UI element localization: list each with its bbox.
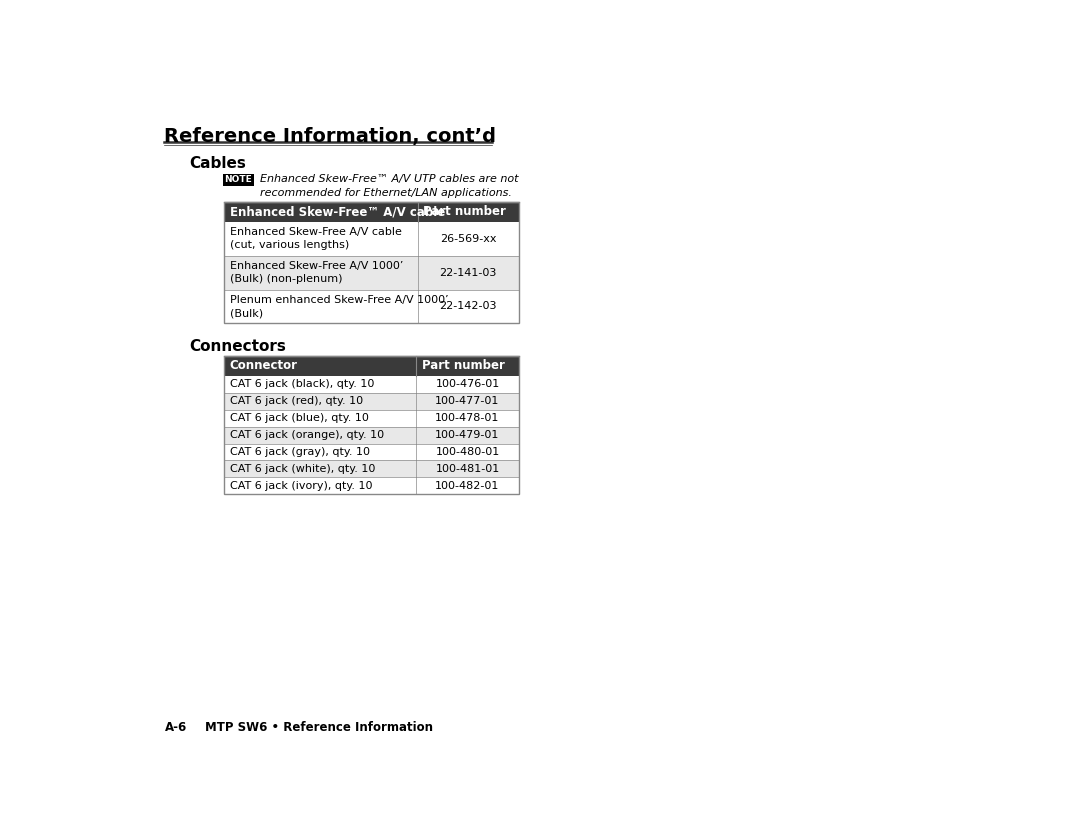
Text: CAT 6 jack (blue), qty. 10: CAT 6 jack (blue), qty. 10 — [230, 413, 368, 423]
Text: 100-482-01: 100-482-01 — [435, 481, 500, 491]
Text: Enhanced Skew-Free™ A/V UTP cables are not
recommended for Ethernet/LAN applicat: Enhanced Skew-Free™ A/V UTP cables are n… — [260, 174, 518, 198]
FancyBboxPatch shape — [225, 409, 518, 426]
Text: 100-477-01: 100-477-01 — [435, 396, 500, 406]
Text: 100-479-01: 100-479-01 — [435, 430, 500, 440]
Text: 22-142-03: 22-142-03 — [440, 301, 497, 311]
FancyBboxPatch shape — [225, 393, 518, 409]
Text: 100-480-01: 100-480-01 — [435, 447, 500, 457]
Text: A-6: A-6 — [164, 721, 187, 734]
FancyBboxPatch shape — [225, 477, 518, 495]
FancyBboxPatch shape — [225, 202, 518, 222]
FancyBboxPatch shape — [225, 444, 518, 460]
FancyBboxPatch shape — [225, 426, 518, 444]
Text: CAT 6 jack (orange), qty. 10: CAT 6 jack (orange), qty. 10 — [230, 430, 383, 440]
FancyBboxPatch shape — [225, 356, 518, 376]
FancyBboxPatch shape — [225, 460, 518, 477]
FancyBboxPatch shape — [225, 289, 518, 324]
Text: CAT 6 jack (gray), qty. 10: CAT 6 jack (gray), qty. 10 — [230, 447, 369, 457]
Text: Cables: Cables — [189, 155, 246, 170]
Text: CAT 6 jack (white), qty. 10: CAT 6 jack (white), qty. 10 — [230, 464, 375, 474]
Text: CAT 6 jack (black), qty. 10: CAT 6 jack (black), qty. 10 — [230, 379, 374, 389]
Text: Enhanced Skew-Free A/V 1000’
(Bulk) (non-plenum): Enhanced Skew-Free A/V 1000’ (Bulk) (non… — [230, 261, 403, 284]
Text: CAT 6 jack (red), qty. 10: CAT 6 jack (red), qty. 10 — [230, 396, 363, 406]
FancyBboxPatch shape — [225, 376, 518, 393]
Text: 100-478-01: 100-478-01 — [435, 413, 500, 423]
Text: 22-141-03: 22-141-03 — [440, 268, 497, 278]
Text: Enhanced Skew-Free™ A/V cable: Enhanced Skew-Free™ A/V cable — [230, 205, 445, 219]
Text: Part number: Part number — [423, 205, 507, 219]
Text: 26-569-xx: 26-569-xx — [440, 234, 497, 244]
Text: MTP SW6 • Reference Information: MTP SW6 • Reference Information — [205, 721, 433, 734]
Text: Part number: Part number — [422, 359, 504, 372]
Text: Plenum enhanced Skew-Free A/V 1000’
(Bulk): Plenum enhanced Skew-Free A/V 1000’ (Bul… — [230, 295, 448, 318]
Text: NOTE: NOTE — [225, 175, 252, 184]
Text: 100-481-01: 100-481-01 — [435, 464, 500, 474]
Text: Connector: Connector — [230, 359, 298, 372]
Text: Reference Information, cont’d: Reference Information, cont’d — [164, 127, 497, 146]
Text: CAT 6 jack (ivory), qty. 10: CAT 6 jack (ivory), qty. 10 — [230, 481, 372, 491]
Text: 100-476-01: 100-476-01 — [435, 379, 500, 389]
Text: Enhanced Skew-Free A/V cable
(cut, various lengths): Enhanced Skew-Free A/V cable (cut, vario… — [230, 227, 402, 250]
FancyBboxPatch shape — [225, 255, 518, 289]
FancyBboxPatch shape — [225, 222, 518, 255]
Text: Connectors: Connectors — [189, 339, 286, 354]
FancyBboxPatch shape — [222, 174, 254, 185]
